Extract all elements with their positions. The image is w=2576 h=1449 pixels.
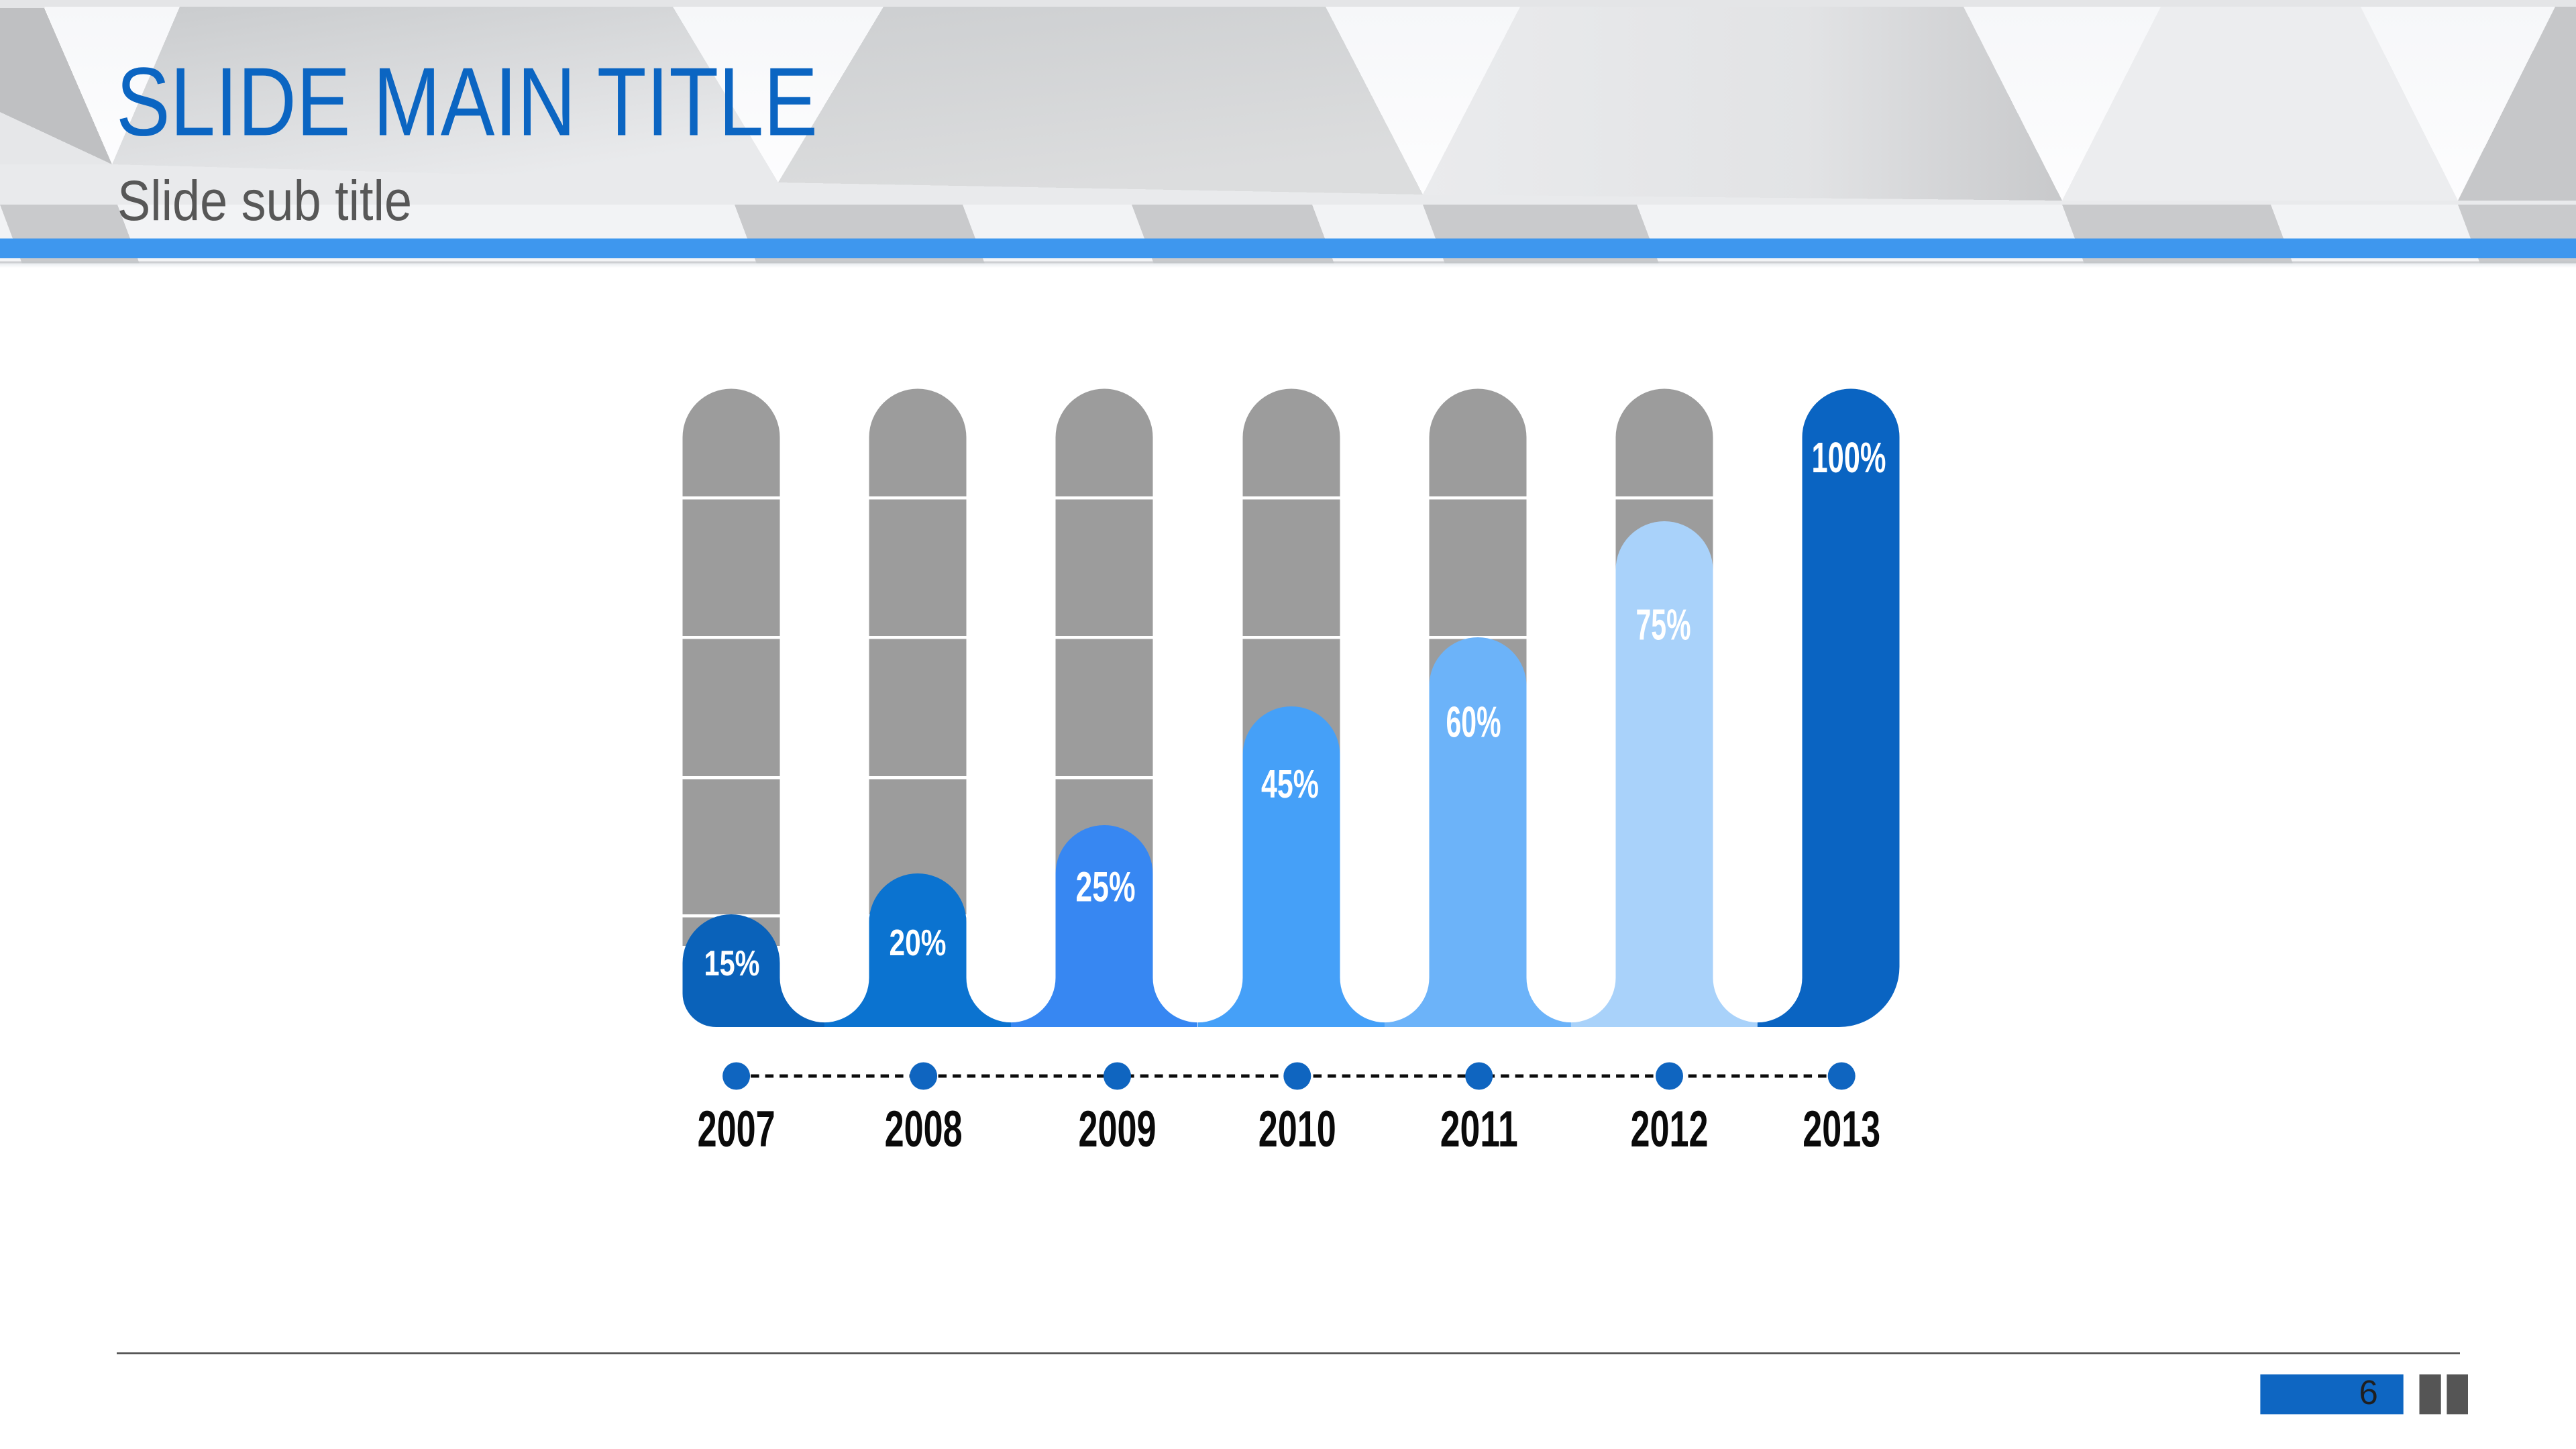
svg-text:60%: 60%: [1446, 698, 1501, 747]
svg-text:SLIDE MAIN TITLE: SLIDE MAIN TITLE: [116, 48, 818, 156]
svg-text:2013: 2013: [1803, 1101, 1880, 1158]
svg-text:25%: 25%: [1076, 864, 1136, 911]
svg-text:45%: 45%: [1261, 762, 1319, 806]
svg-text:6: 6: [2359, 1373, 2378, 1411]
svg-text:2007: 2007: [698, 1101, 775, 1158]
svg-text:Slide sub title: Slide sub title: [117, 169, 412, 232]
svg-text:2008: 2008: [885, 1101, 963, 1158]
svg-text:75%: 75%: [1636, 600, 1691, 649]
svg-text:100%: 100%: [1812, 433, 1886, 482]
svg-text:2012: 2012: [1631, 1101, 1709, 1158]
svg-text:15%: 15%: [704, 944, 760, 983]
svg-text:2011: 2011: [1440, 1101, 1518, 1158]
svg-text:2009: 2009: [1079, 1101, 1157, 1158]
svg-text:2010: 2010: [1258, 1101, 1336, 1158]
svg-text:20%: 20%: [890, 922, 947, 963]
